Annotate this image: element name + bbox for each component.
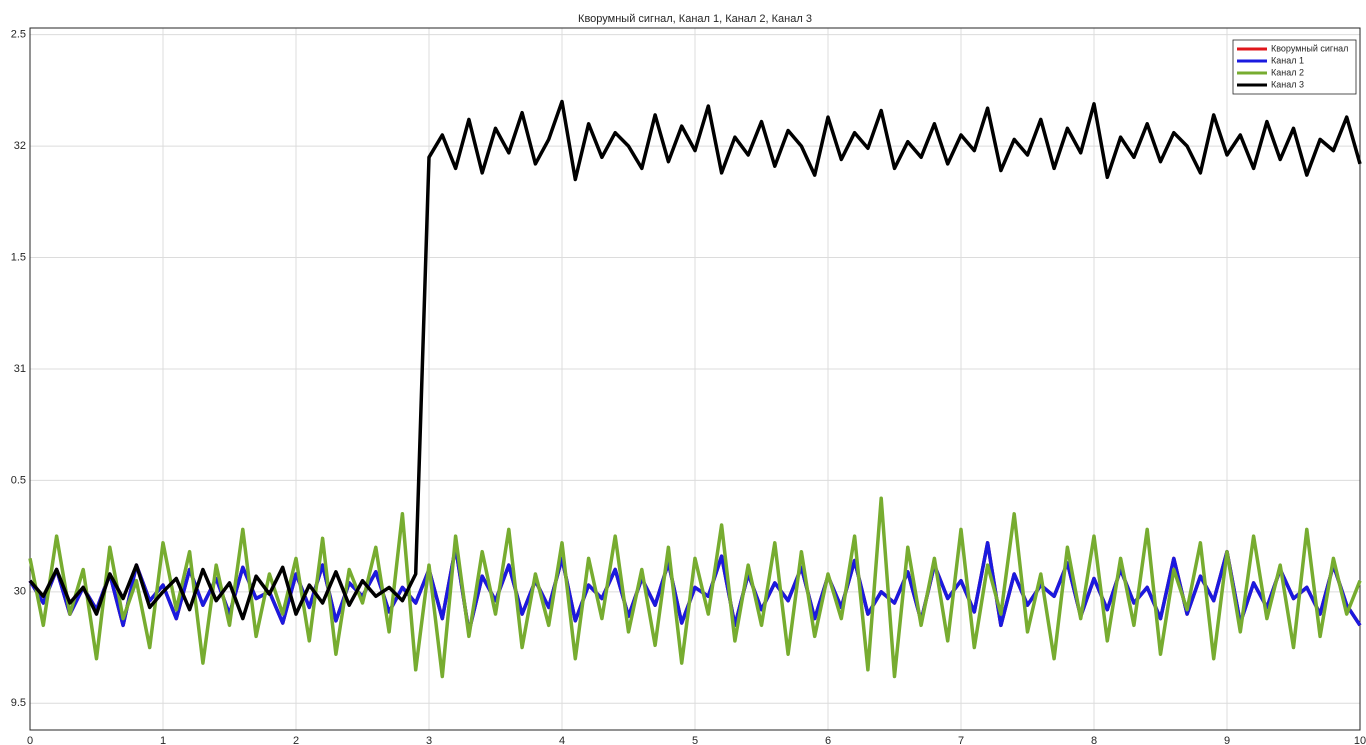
y-tick-label: 1.5	[11, 251, 26, 263]
x-tick-label: 1	[160, 735, 166, 745]
x-tick-label: 8	[1091, 735, 1097, 745]
legend-label: Канал 3	[1271, 79, 1304, 89]
x-tick-label: 3	[426, 735, 432, 745]
legend-label: Кворумный сигнал	[1271, 43, 1348, 53]
y-tick-label: 30	[14, 586, 26, 598]
x-tick-label: 0	[27, 735, 33, 745]
legend-label: Канал 1	[1271, 55, 1304, 65]
y-tick-label: 0.5	[11, 474, 26, 486]
series-line	[28, 99, 1362, 621]
x-tick-label: 5	[692, 735, 698, 745]
x-tick-label: 4	[559, 735, 565, 745]
chart-title: Кворумный сигнал, Канал 1, Канал 2, Кана…	[578, 13, 812, 25]
x-tick-label: 9	[1224, 735, 1230, 745]
y-tick-label: 9.5	[11, 697, 26, 709]
y-tick-label: 32	[14, 140, 26, 152]
x-tick-label: 10	[1354, 735, 1366, 745]
plot-border	[29, 27, 1361, 731]
x-tick-label: 7	[958, 735, 964, 745]
x-tick-label: 2	[293, 735, 299, 745]
y-tick-label: 31	[14, 363, 26, 375]
y-tick-label: 2.5	[11, 29, 26, 41]
legend-label: Канал 2	[1271, 67, 1304, 77]
x-tick-label: 6	[825, 735, 831, 745]
series-line	[28, 496, 1362, 679]
